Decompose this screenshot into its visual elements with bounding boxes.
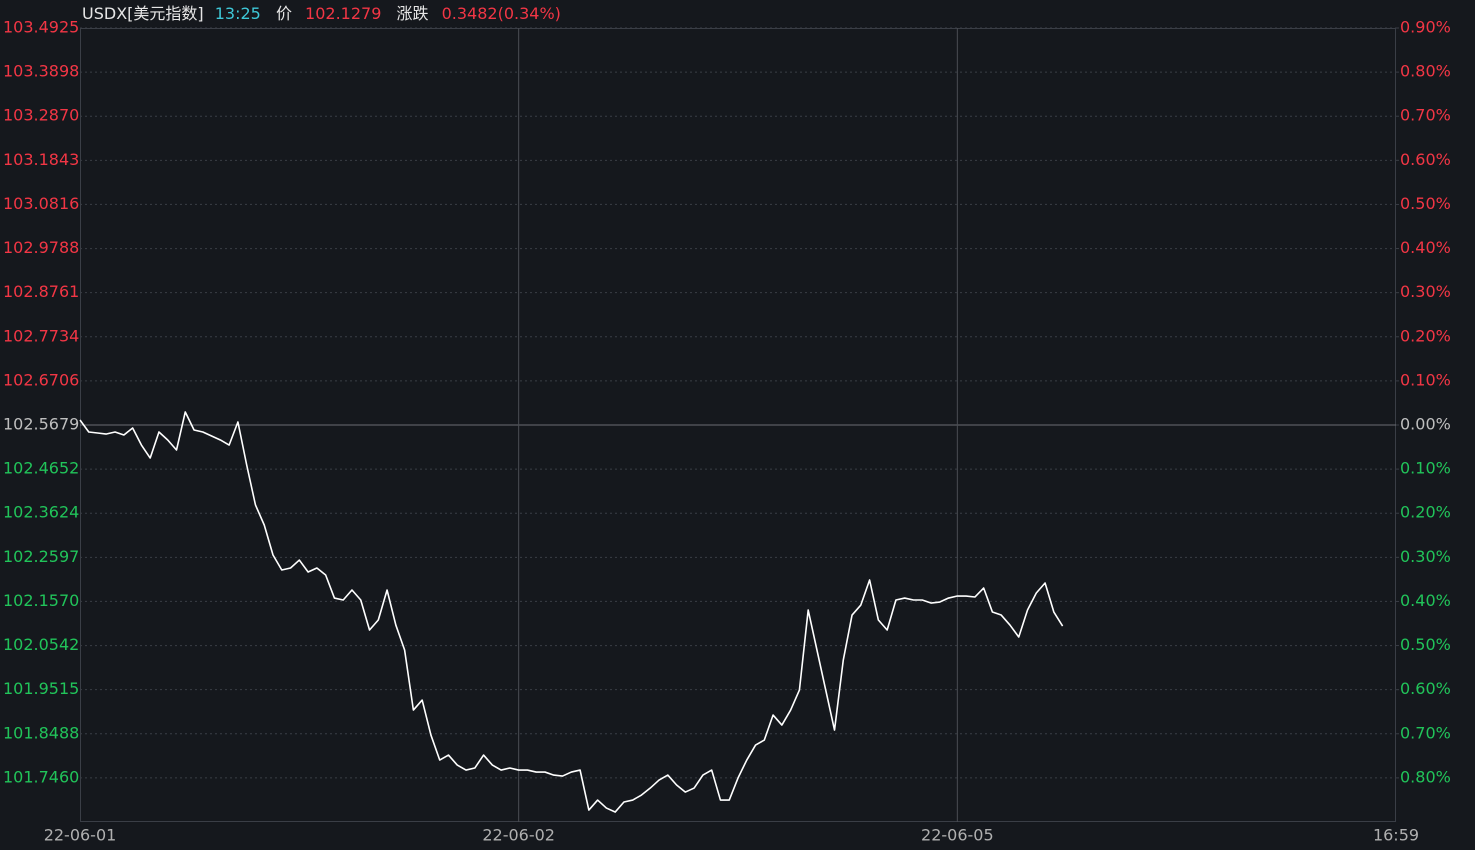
y-tick-label: 102.1570 bbox=[3, 591, 79, 610]
y-tick-label: 102.9788 bbox=[3, 238, 79, 257]
x-tick-label: 22-06-05 bbox=[921, 826, 994, 845]
y-tick-label: 102.7734 bbox=[3, 326, 79, 345]
y-tick-label: 101.9515 bbox=[3, 679, 79, 698]
y-tick-label: 103.1843 bbox=[3, 150, 79, 169]
time: 13:25 bbox=[215, 4, 261, 23]
y2-tick-label: 0.40% bbox=[1400, 238, 1451, 257]
y-tick-label: 101.7460 bbox=[3, 767, 79, 786]
y-tick-label: 102.5679 bbox=[3, 415, 79, 434]
price: 102.1279 bbox=[305, 4, 381, 23]
y-tick-label: 103.0816 bbox=[3, 194, 79, 213]
y2-tick-label: 0.90% bbox=[1400, 18, 1451, 37]
y2-tick-label: 0.60% bbox=[1400, 679, 1451, 698]
y-tick-label: 103.4925 bbox=[3, 18, 79, 37]
y2-tick-label: 0.10% bbox=[1400, 459, 1451, 478]
change-label: 涨跌 bbox=[396, 4, 428, 23]
y2-tick-label: 0.70% bbox=[1400, 106, 1451, 125]
y2-tick-label: 0.50% bbox=[1400, 635, 1451, 654]
change: 0.3482(0.34%) bbox=[442, 4, 561, 23]
chart-title: USDX[美元指数] bbox=[82, 4, 204, 23]
price-label: 价 bbox=[276, 4, 292, 23]
y-tick-label: 102.4652 bbox=[3, 459, 79, 478]
y2-tick-label: 0.30% bbox=[1400, 547, 1451, 566]
price-line bbox=[79, 411, 1064, 813]
y-tick-label: 103.3898 bbox=[3, 62, 79, 81]
y-tick-label: 102.8761 bbox=[3, 282, 79, 301]
x-tick-label: 22-06-02 bbox=[482, 826, 555, 845]
y2-tick-label: 0.30% bbox=[1400, 282, 1451, 301]
y2-tick-label: 0.40% bbox=[1400, 591, 1451, 610]
y-tick-label: 102.6706 bbox=[3, 370, 79, 389]
x-tick-label: 22-06-01 bbox=[44, 826, 117, 845]
y2-tick-label: 0.20% bbox=[1400, 503, 1451, 522]
y-tick-label: 103.2870 bbox=[3, 106, 79, 125]
x-tick-label: 16:59 bbox=[1373, 826, 1419, 845]
y2-tick-label: 0.60% bbox=[1400, 150, 1451, 169]
y2-tick-label: 0.00% bbox=[1400, 415, 1451, 434]
y-tick-label: 102.3624 bbox=[3, 503, 79, 522]
y2-tick-label: 0.80% bbox=[1400, 62, 1451, 81]
y-tick-label: 102.0542 bbox=[3, 635, 79, 654]
y2-tick-label: 0.50% bbox=[1400, 194, 1451, 213]
y-tick-label: 102.2597 bbox=[3, 547, 79, 566]
y-tick-label: 101.8488 bbox=[3, 723, 79, 742]
y2-tick-label: 0.70% bbox=[1400, 723, 1451, 742]
y2-tick-label: 0.20% bbox=[1400, 326, 1451, 345]
y2-tick-label: 0.80% bbox=[1400, 767, 1451, 786]
y2-tick-label: 0.10% bbox=[1400, 370, 1451, 389]
header: USDX[美元指数] 13:25 价 102.1279 涨跌 0.3482(0.… bbox=[82, 4, 561, 23]
